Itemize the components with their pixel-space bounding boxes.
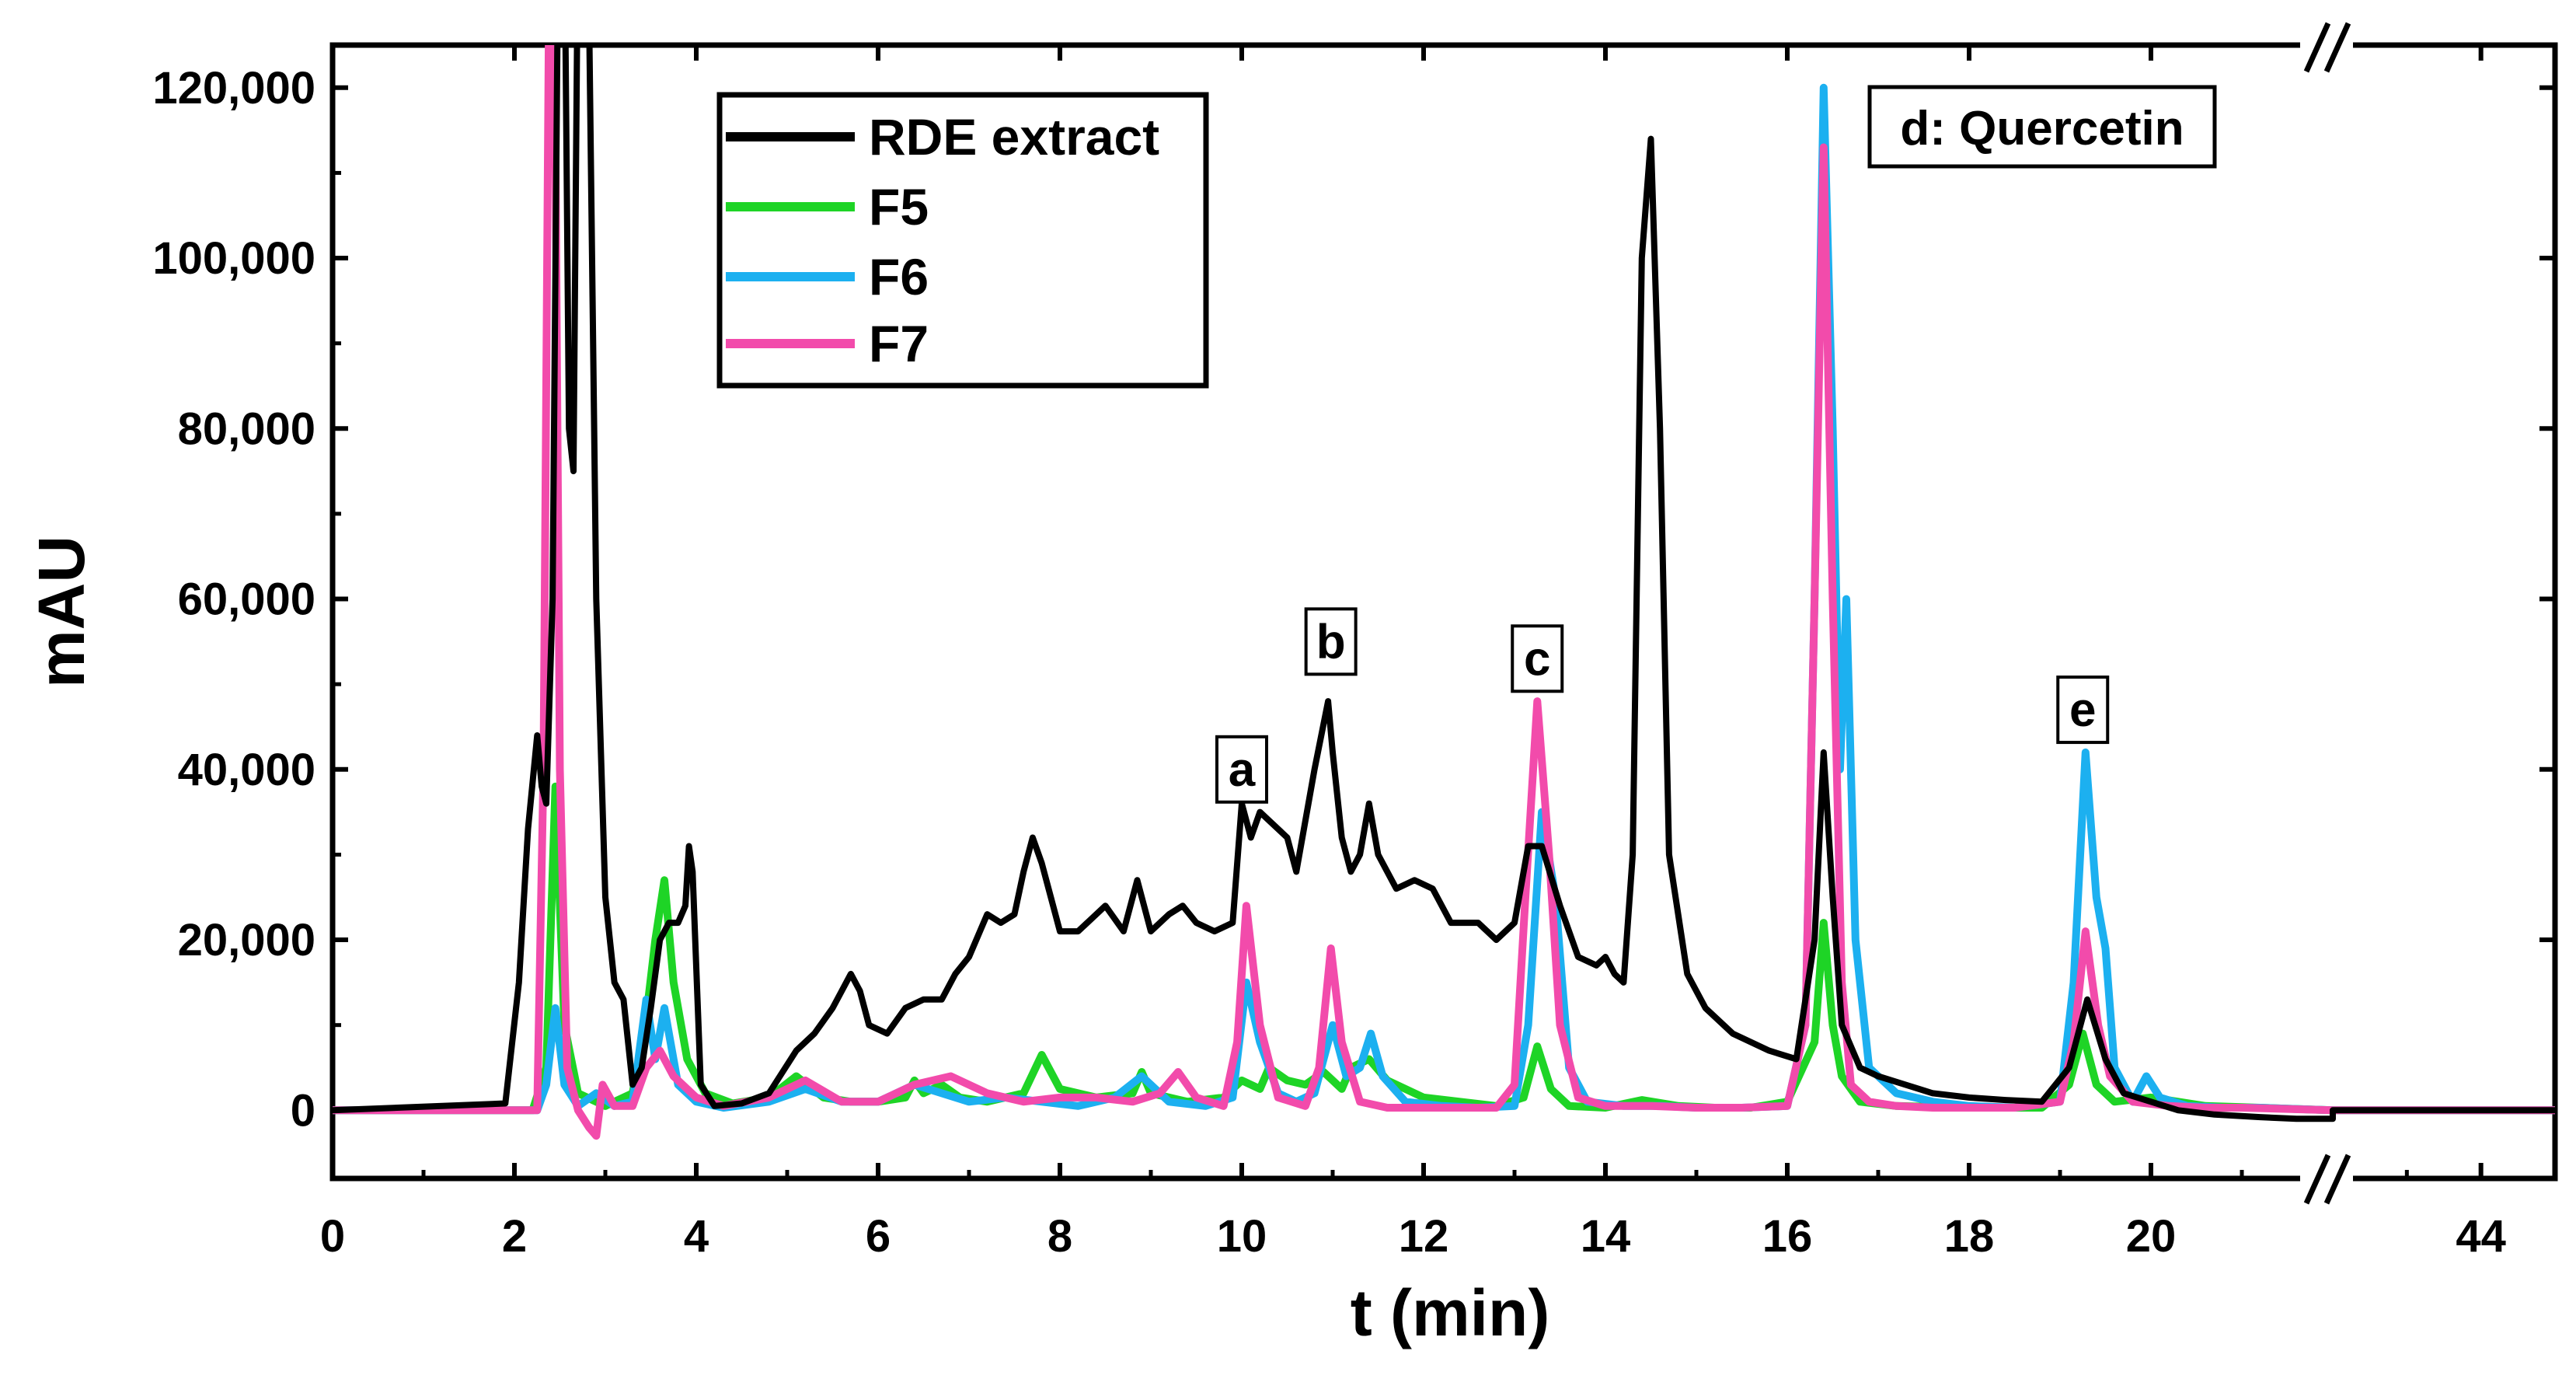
- y-tick-label-100000: 100,000: [152, 233, 315, 284]
- x-tick-label-18: 18: [1944, 1211, 1995, 1262]
- quercetin-annotation-box: [1867, 85, 2217, 169]
- y-tick-label-60000: 60,000: [178, 574, 315, 625]
- axis-break-gap-bottom: [2300, 1172, 2353, 1185]
- series-line-f7: [333, 45, 2555, 1140]
- x-axis-title: t (min): [1351, 1276, 1550, 1349]
- peak-label-text-a: a: [1229, 743, 1256, 797]
- legend-label-rde-extract: RDE extract: [869, 108, 1159, 166]
- x-tick-label-14: 14: [1581, 1211, 1631, 1262]
- legend-label-f7: F7: [869, 315, 929, 372]
- y-tick-label-80000: 80,000: [178, 403, 315, 454]
- y-tick-label-40000: 40,000: [178, 745, 315, 795]
- peak-label-text-b: b: [1316, 615, 1346, 669]
- peak-label-b: b: [1304, 607, 1358, 676]
- peak-label-text-e: e: [2069, 683, 2096, 737]
- x-tick-label-16: 16: [1762, 1211, 1813, 1262]
- peak-labels: a b c e: [1215, 607, 2110, 804]
- quercetin-annotation-text: d: Quercetin: [1900, 102, 2184, 155]
- axis-break-gap-top: [2300, 39, 2353, 51]
- axis-break-slash-bottom-2: [2323, 1154, 2351, 1205]
- y-tick-label-20000: 20,000: [178, 915, 315, 965]
- peak-label-box-b: [1304, 607, 1358, 676]
- x-tick-label-4: 4: [684, 1211, 709, 1262]
- peak-label-box-e: [2056, 676, 2110, 745]
- peak-label-text-c: c: [1524, 632, 1550, 686]
- quercetin-annotation: d: Quercetin: [1867, 85, 2217, 169]
- x-tick-label-20: 20: [2126, 1211, 2177, 1262]
- x-tick-label-12: 12: [1399, 1211, 1449, 1262]
- x-tick-label-10: 10: [1217, 1211, 1267, 1262]
- x-tick-label-2: 2: [502, 1211, 527, 1262]
- axis-break-slash-top-1: [2303, 22, 2331, 73]
- x-tick-label-6: 6: [866, 1211, 891, 1262]
- plot-frame: [329, 42, 2558, 1182]
- peak-label-e: e: [2056, 676, 2110, 745]
- peak-label-box-a: [1215, 735, 1268, 804]
- legend-box: [716, 92, 1209, 389]
- peak-label-box-c: [1511, 624, 1564, 693]
- axis-break-slash-bottom-1: [2303, 1154, 2331, 1205]
- axis-break-slash-top-2: [2323, 22, 2351, 73]
- y-tick-label-0: 0: [291, 1085, 315, 1136]
- y-tick-label-120000: 120,000: [152, 63, 315, 113]
- peak-label-c: c: [1511, 624, 1564, 693]
- legend: RDE extract F5 F6 F7: [716, 92, 1209, 389]
- axis-break-markers: [2300, 22, 2353, 1205]
- axes-layer: 0 2 4 6 8 10 12 14 16 18 20 44 0 20,000 40,000 60,000 80…: [152, 45, 2557, 1262]
- x-tick-label-0: 0: [320, 1211, 345, 1262]
- x-tick-label-44: 44: [2456, 1211, 2506, 1262]
- legend-label-f5: F5: [869, 178, 929, 236]
- peak-label-a: a: [1215, 735, 1268, 804]
- legend-label-f6: F6: [869, 248, 929, 305]
- x-tick-label-8: 8: [1047, 1211, 1072, 1262]
- y-axis-title: mAU: [25, 536, 98, 688]
